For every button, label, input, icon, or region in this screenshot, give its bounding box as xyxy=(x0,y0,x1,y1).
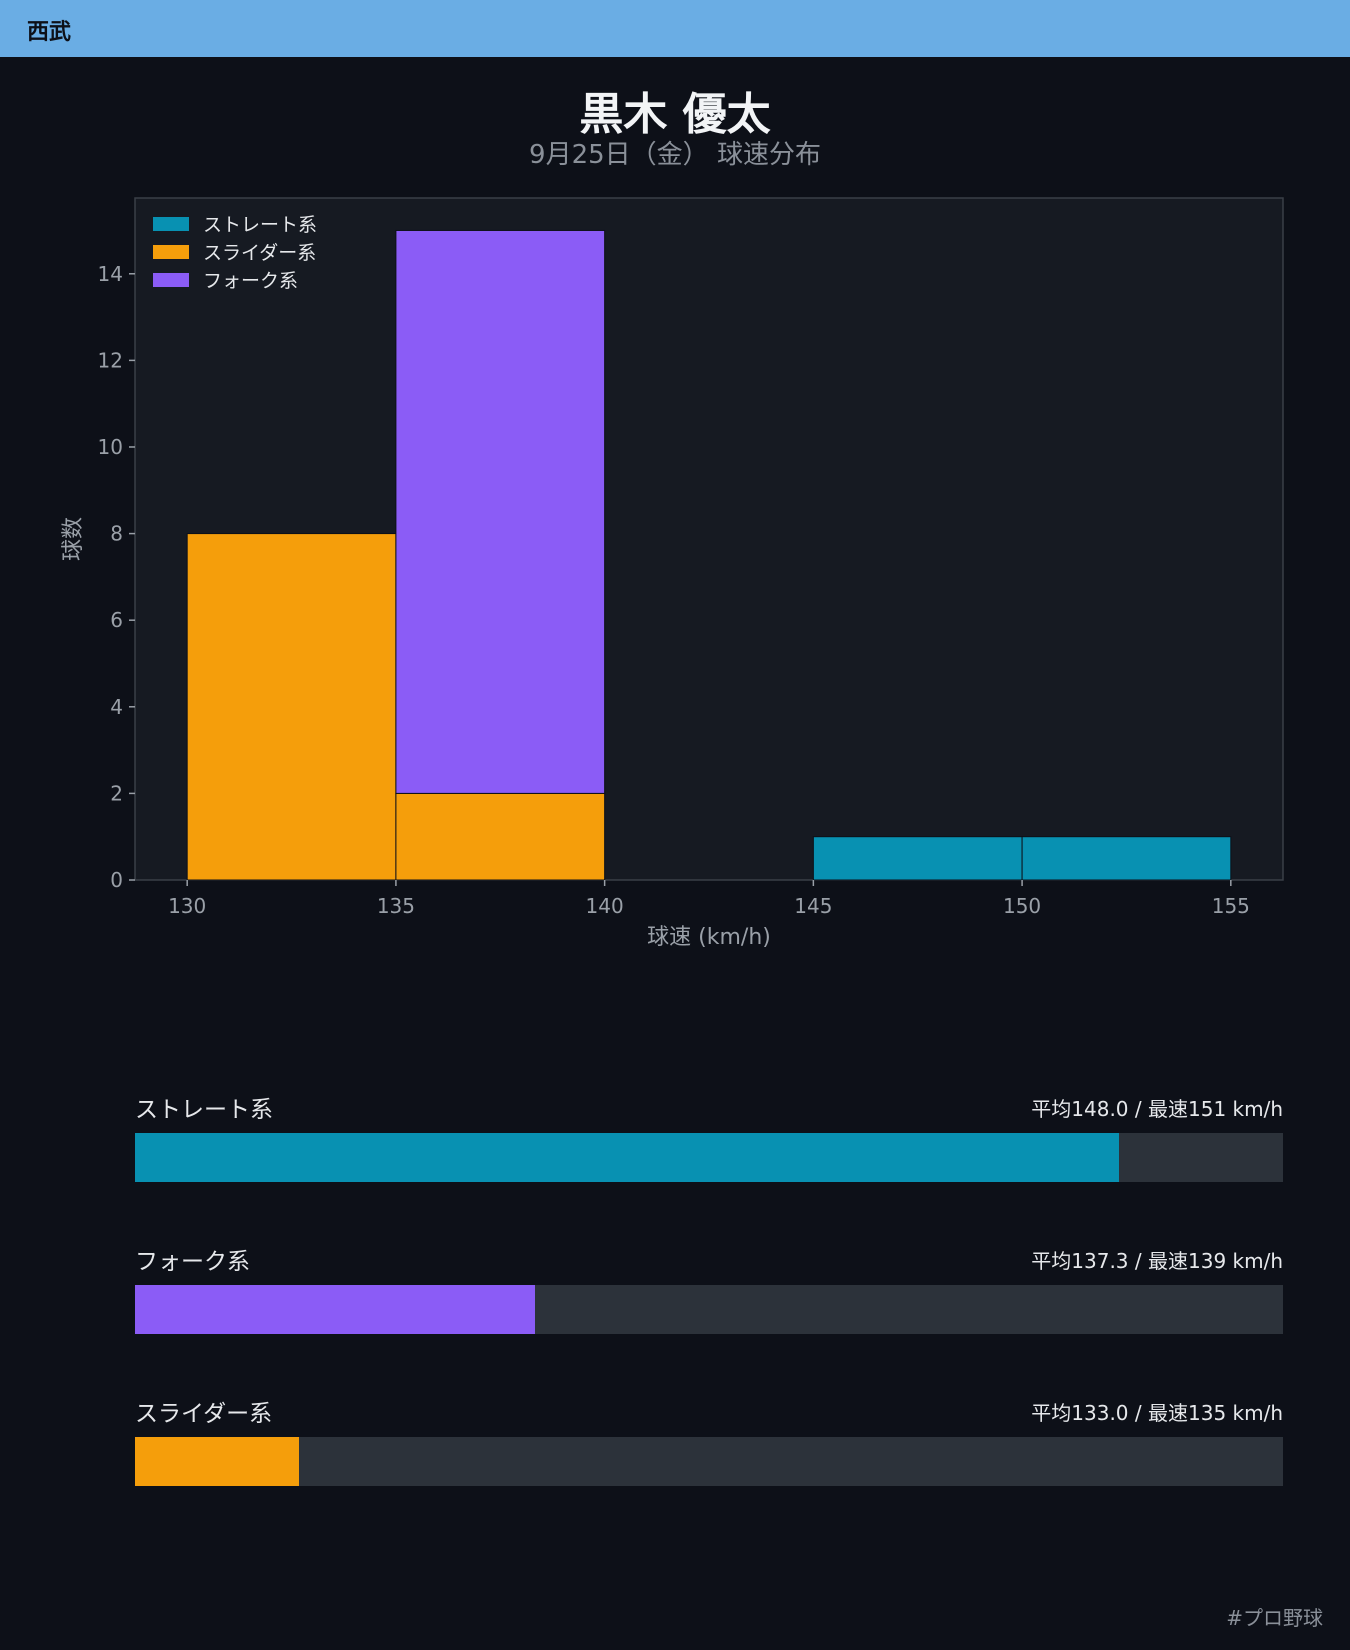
team-header-bar: 西武 xyxy=(0,0,1350,57)
speed-bar-row-0: ストレート系 平均148.0 / 最速151 km/h xyxy=(135,1090,1283,1182)
pitch-type-label: フォーク系 xyxy=(135,1249,250,1275)
pitch-speed-stats: 平均133.0 / 最速135 km/h xyxy=(1031,1401,1283,1425)
pitch-type-label: ストレート系 xyxy=(135,1097,273,1123)
y-tick-label: 8 xyxy=(110,522,123,546)
y-tick-label: 4 xyxy=(110,695,123,719)
speed-bar-fill xyxy=(135,1285,535,1334)
speed-bar-row-1: フォーク系 平均137.3 / 最速139 km/h xyxy=(135,1242,1283,1334)
speed-bar-track xyxy=(135,1133,1283,1182)
x-tick-label: 150 xyxy=(1003,894,1041,918)
histogram-bar xyxy=(812,836,1023,881)
y-axis-label: 球数 xyxy=(61,517,86,561)
pitch-speed-stats: 平均148.0 / 最速151 km/h xyxy=(1031,1097,1283,1121)
x-axis-label: 球速 (km/h) xyxy=(647,925,771,950)
chart-subtitle: 9月25日（金） 球速分布 xyxy=(529,140,821,170)
speed-bar-fill xyxy=(135,1133,1119,1182)
x-tick-label: 140 xyxy=(586,894,624,918)
x-tick-label: 155 xyxy=(1212,894,1250,918)
y-tick-label: 14 xyxy=(98,262,123,286)
histogram-bar xyxy=(1021,836,1232,881)
histogram-bar xyxy=(186,533,397,881)
legend-swatch xyxy=(153,217,189,231)
y-tick-label: 6 xyxy=(110,608,123,632)
team-name: 西武 xyxy=(27,20,72,45)
x-tick-label: 130 xyxy=(168,894,206,918)
velocity-histogram: 130 135 140 145 150 155 0 2 4 6 8 10 12 14 球速 (km/h) 球数… xyxy=(61,197,1284,950)
y-tick-label: 10 xyxy=(98,435,123,459)
speed-bar-row-2: スライダー系 平均133.0 / 最速135 km/h xyxy=(135,1394,1283,1486)
speed-bar-track xyxy=(135,1285,1283,1334)
histogram-bar xyxy=(395,229,606,794)
legend-label: フォーク系 xyxy=(203,270,298,292)
legend-swatch xyxy=(153,273,189,287)
x-tick-label: 135 xyxy=(377,894,415,918)
x-tick-label: 145 xyxy=(794,894,832,918)
y-tick-label: 0 xyxy=(110,868,123,892)
player-name: 黒木 優太 xyxy=(579,89,771,140)
legend-label: ストレート系 xyxy=(203,214,317,236)
histogram-bar xyxy=(395,792,606,881)
legend-label: スライダー系 xyxy=(203,242,316,264)
pitch-speed-stats: 平均137.3 / 最速139 km/h xyxy=(1031,1249,1283,1273)
legend-swatch xyxy=(153,245,189,259)
y-tick-label: 12 xyxy=(98,348,123,372)
speed-bar-fill xyxy=(135,1437,300,1486)
hashtag: #プロ野球 xyxy=(1226,1606,1323,1630)
speed-bar-track xyxy=(135,1437,1283,1486)
y-tick-label: 2 xyxy=(110,781,123,805)
pitch-type-label: スライダー系 xyxy=(135,1401,273,1427)
